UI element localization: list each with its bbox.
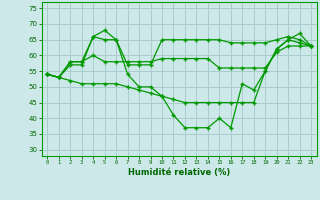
X-axis label: Humidité relative (%): Humidité relative (%) [128,168,230,177]
